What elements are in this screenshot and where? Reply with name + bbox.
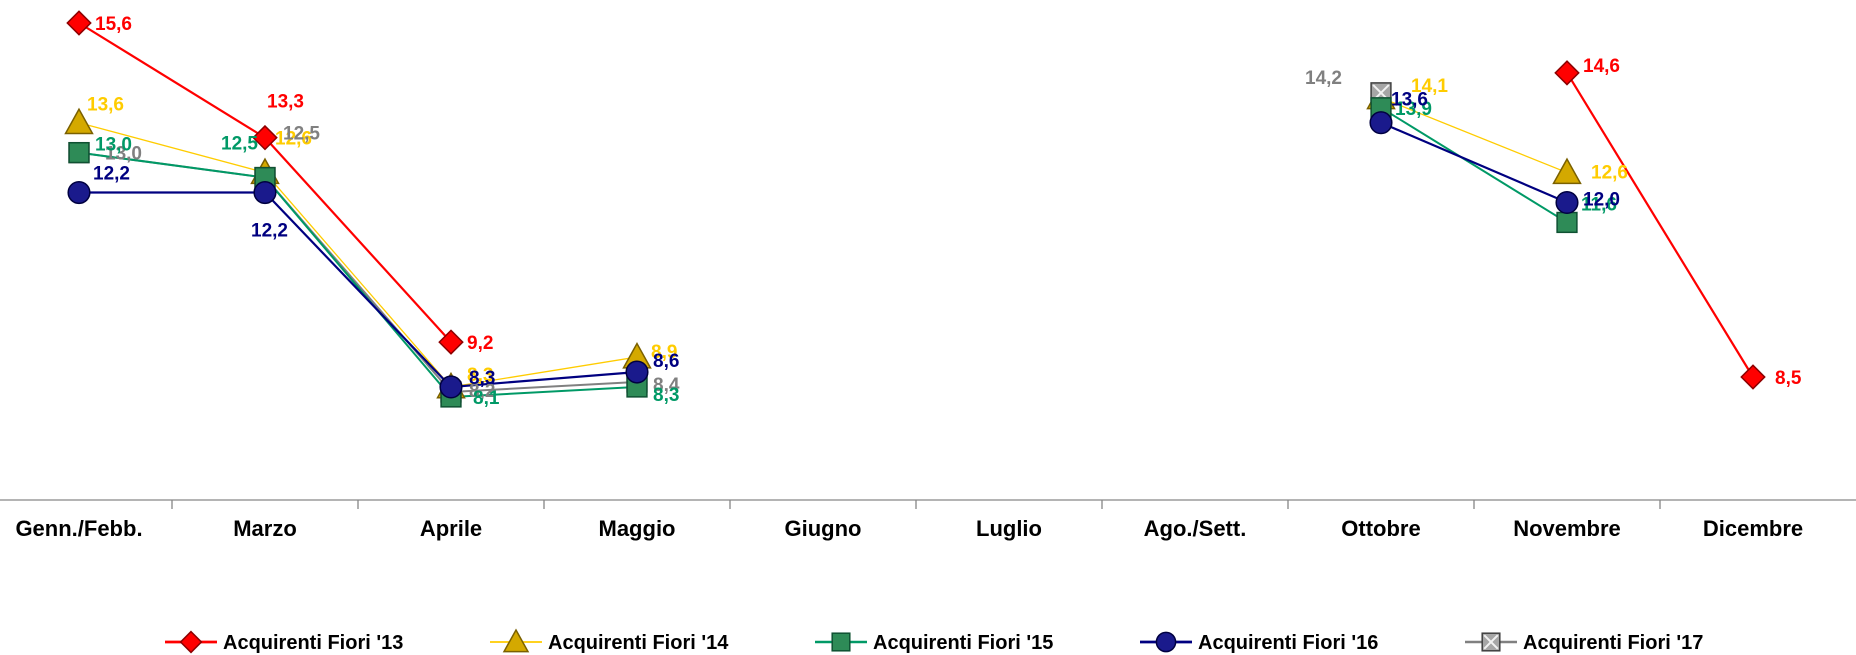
- data-label: 14,6: [1583, 56, 1620, 77]
- data-label: 8,4: [653, 375, 680, 396]
- data-label: 12,2: [93, 164, 130, 185]
- data-point-marker: [1369, 111, 1393, 135]
- data-label: 8,9: [651, 342, 677, 363]
- marker-cross: [1483, 634, 1499, 650]
- legend: Acquirenti Fiori '13 Acquirenti Fiori '14…: [165, 628, 1703, 654]
- data-point-marker: [1481, 632, 1501, 652]
- x-tick-label: Marzo: [233, 516, 297, 541]
- series-line-segment: [1380, 97, 1568, 174]
- legend-item: Acquirenti Fiori '17: [1465, 632, 1703, 654]
- data-point-marker: [438, 329, 464, 355]
- data-point-marker: [1555, 190, 1579, 215]
- data-point-marker: [252, 124, 278, 151]
- x-tick-label: Genn./Febb.: [15, 516, 142, 541]
- data-point-marker: [67, 180, 91, 205]
- data-point-marker: [1556, 211, 1578, 234]
- data-label: 15,6: [95, 14, 132, 35]
- legend-item: Acquirenti Fiori '16: [1140, 631, 1378, 654]
- x-tick-label: Maggio: [599, 516, 676, 541]
- x-tick-label: Ago./Sett.: [1144, 516, 1247, 541]
- data-labels: 13,6 12,6 8,3 8,9 14,1 12,6 13,0 12,5 8,2 8,4 14,2…: [87, 14, 1802, 409]
- legend-label: Acquirenti Fiori '15: [873, 632, 1053, 654]
- data-point-marker: [625, 360, 649, 384]
- data-label: 13,0: [95, 135, 132, 156]
- x-tick-label: Luglio: [976, 516, 1042, 541]
- data-label: 12,5: [221, 134, 258, 155]
- data-point-marker: [1155, 631, 1177, 653]
- legend-item: Acquirenti Fiori '15: [815, 632, 1053, 654]
- data-label: 13,3: [267, 92, 304, 113]
- x-axis: Genn./Febb. Marzo Aprile Maggio Giugno Luglio…: [0, 499, 1856, 541]
- series-line-segment: [78, 22, 266, 139]
- data-point-marker: [439, 375, 463, 399]
- data-point-marker: [68, 141, 90, 164]
- x-tick-label: Dicembre: [1703, 516, 1803, 541]
- data-label: 12,0: [1583, 189, 1620, 210]
- legend-label: Acquirenti Fiori '14: [548, 632, 729, 654]
- data-point-marker: [179, 630, 203, 654]
- series-line-segment: [264, 191, 452, 388]
- data-point-marker: [1554, 60, 1580, 86]
- legend-item: Acquirenti Fiori '14: [490, 628, 729, 654]
- data-label: 8,5: [1775, 368, 1802, 389]
- data-label: 8,3: [653, 385, 679, 406]
- data-label: 8,2: [469, 381, 495, 402]
- series-line-segment: [1380, 106, 1568, 224]
- series-line-segment: [1380, 121, 1568, 204]
- data-label: 14,2: [1305, 68, 1342, 89]
- data-label: 8,1: [473, 388, 500, 409]
- series-line-segment: [264, 172, 452, 388]
- data-point-marker: [66, 10, 92, 36]
- data-label: 9,2: [467, 333, 493, 354]
- data-label: 12,5: [283, 124, 320, 145]
- legend-label: Acquirenti Fiori '16: [1198, 632, 1378, 654]
- series-line-segment: [450, 385, 638, 398]
- series-lines: [78, 22, 1754, 398]
- legend-label: Acquirenti Fiori '17: [1523, 632, 1703, 654]
- data-label: 8,3: [467, 365, 493, 386]
- series-line-segment: [450, 380, 638, 393]
- data-label: 8,3: [469, 368, 495, 389]
- data-point-marker: [64, 107, 94, 135]
- data-label: 11,6: [1581, 194, 1617, 215]
- legend-label: Acquirenti Fiori '13: [223, 632, 403, 654]
- data-point-marker: [502, 628, 530, 653]
- data-point-marker: [831, 632, 851, 652]
- series-line-segment: [264, 136, 452, 343]
- series-line-segment: [264, 176, 452, 398]
- series-markers: [64, 10, 1766, 408]
- data-label: 13,6: [1391, 90, 1428, 111]
- x-tick-label: Novembre: [1513, 516, 1621, 541]
- data-point-marker: [1552, 157, 1582, 185]
- data-label: 12,2: [251, 221, 288, 242]
- x-tick-label: Ottobre: [1341, 516, 1420, 541]
- data-label: 12,6: [1591, 163, 1628, 184]
- data-label: 14,1: [1411, 76, 1448, 97]
- data-point-marker: [253, 180, 277, 205]
- data-label: 13,6: [87, 95, 124, 116]
- data-point-marker: [1740, 364, 1766, 390]
- data-label: 13,0: [105, 144, 142, 165]
- series-line-segment: [78, 122, 266, 174]
- x-tick-label: Giugno: [785, 516, 862, 541]
- legend-item: Acquirenti Fiori '13: [165, 630, 403, 654]
- data-label: 8,6: [653, 351, 679, 372]
- data-label: 13,9: [1395, 99, 1432, 120]
- series-line-segment: [450, 356, 638, 388]
- series-line-segment: [78, 151, 266, 179]
- x-tick-label: Aprile: [420, 516, 482, 541]
- data-label: 12,6: [275, 129, 312, 150]
- series-line-segment: [1566, 72, 1754, 378]
- series-line-segment: [450, 370, 638, 389]
